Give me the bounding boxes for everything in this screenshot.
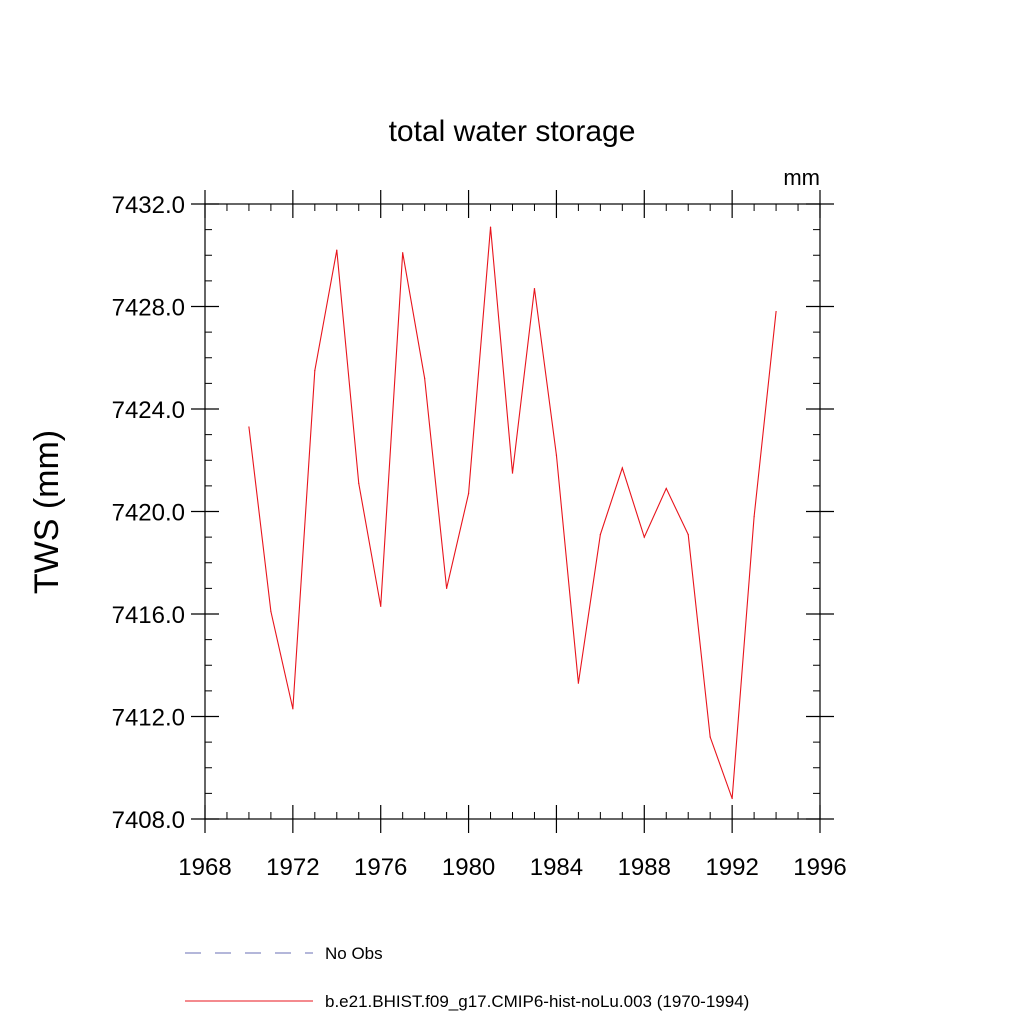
data-point <box>380 605 382 607</box>
data-point <box>446 587 448 589</box>
series-layer <box>248 226 777 800</box>
plot-frame <box>204 203 821 820</box>
data-point <box>687 533 689 536</box>
data-point <box>709 736 711 738</box>
x-tick-label: 1968 <box>178 854 231 881</box>
data-point <box>599 533 601 536</box>
x-tick-label: 1984 <box>530 854 583 881</box>
legend: No Obs b.e21.BHIST.f09_g17.CMIP6-hist-no… <box>185 944 749 1011</box>
y-tick-label: 7408.0 <box>112 807 185 834</box>
data-point <box>621 467 623 469</box>
data-point <box>248 426 250 428</box>
x-tick-label: 1980 <box>442 854 495 881</box>
data-point <box>467 492 470 495</box>
data-point <box>402 252 404 254</box>
data-point <box>533 287 536 290</box>
y-tick-label: 7412.0 <box>112 705 185 732</box>
x-axis: 1968 1972 1976 1980 1984 1988 1992 1996 <box>178 190 847 881</box>
data-point <box>314 369 316 372</box>
data-point <box>292 708 294 710</box>
y-tick-label: 7416.0 <box>112 602 185 629</box>
series-line-1 <box>248 227 777 799</box>
data-point <box>753 516 755 518</box>
y-tick-label: 7432.0 <box>112 192 185 219</box>
data-point <box>577 682 579 684</box>
y-tick-label: 7420.0 <box>112 500 185 527</box>
x-tick-label: 1992 <box>705 854 758 881</box>
x-tick-label: 1972 <box>266 854 319 881</box>
data-point <box>665 487 667 490</box>
data-point <box>270 610 272 613</box>
y-axis-label: TWS (mm) <box>28 430 66 594</box>
legend-label-no-obs: No Obs <box>325 944 383 963</box>
x-tick-label: 1988 <box>618 854 671 881</box>
y-tick-label: 7424.0 <box>112 397 185 424</box>
data-point <box>424 377 426 379</box>
data-point <box>358 482 360 484</box>
data-point <box>511 472 514 474</box>
x-tick-label: 1976 <box>354 854 407 881</box>
chart-title: total water storage <box>389 115 636 148</box>
data-point <box>555 454 558 456</box>
minor-ticks <box>205 204 820 819</box>
data-point <box>489 226 492 228</box>
data-point <box>731 797 733 800</box>
data-point <box>775 311 777 313</box>
y-axis: 7408.0 7412.0 7416.0 7420.0 7424.0 7428.0 7432… <box>112 192 834 834</box>
x-tick-label: 1996 <box>793 854 846 881</box>
units-label: mm <box>783 165 820 190</box>
legend-label-model-run: b.e21.BHIST.f09_g17.CMIP6-hist-noLu.003 … <box>325 992 749 1011</box>
y-tick-label: 7428.0 <box>112 295 185 322</box>
data-point <box>336 249 338 251</box>
data-point <box>643 536 645 538</box>
